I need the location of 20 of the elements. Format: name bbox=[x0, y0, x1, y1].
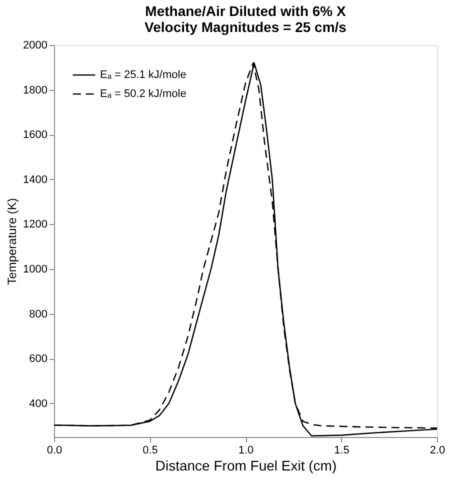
y-tick-label: 400 bbox=[29, 398, 48, 410]
y-tick-label: 1600 bbox=[23, 129, 48, 142]
y-tick-label: 1200 bbox=[23, 218, 48, 231]
legend-label: Eₐ = 50.2 kJ/mole bbox=[100, 88, 186, 100]
y-tick-label: 800 bbox=[29, 308, 48, 320]
y-tick-label: 600 bbox=[29, 353, 48, 366]
legend-label: Eₐ = 25.1 kJ/mole bbox=[100, 69, 186, 81]
y-tick-label: 1800 bbox=[23, 84, 48, 96]
x-tick-label: 1.5 bbox=[334, 444, 350, 456]
y-tick-label: 1400 bbox=[23, 174, 48, 186]
y-tick-label: 2000 bbox=[23, 40, 48, 52]
x-axis-title: Distance From Fuel Exit (cm) bbox=[155, 458, 337, 474]
y-tick-label: 1000 bbox=[23, 264, 48, 276]
x-tick-label: 1.0 bbox=[238, 444, 254, 456]
y-axis-title: Temperature (K) bbox=[5, 198, 20, 285]
x-tick-label: 0.0 bbox=[46, 444, 62, 456]
x-tick-label: 2.0 bbox=[430, 444, 446, 456]
text: Methane/Air Diluted with 6% X bbox=[145, 3, 346, 19]
text: Velocity Magnitudes = 25 cm/s bbox=[144, 19, 346, 35]
x-tick-label: 0.5 bbox=[142, 444, 158, 456]
